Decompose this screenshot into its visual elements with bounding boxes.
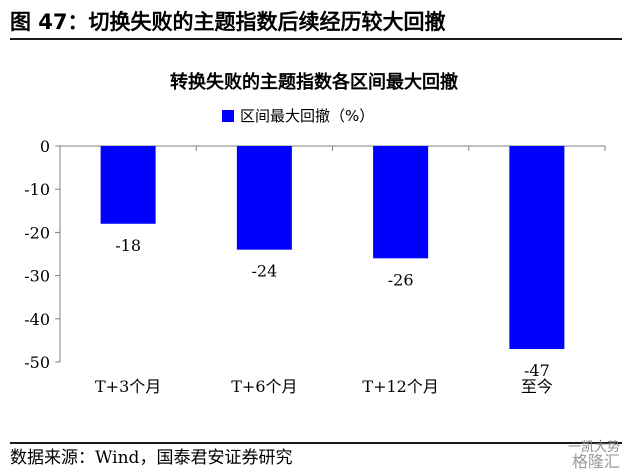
watermark: 一凯大势 格隆汇 (567, 440, 620, 471)
y-tick-label: -30 (24, 267, 50, 286)
y-tick-label: -50 (24, 353, 50, 372)
figure-caption: 图 47：切换失败的主题指数后续经历较大回撤 (10, 6, 622, 40)
y-tick-label: -20 (24, 223, 50, 242)
bar (373, 146, 429, 259)
watermark-top-text: 一凯大势 (567, 440, 620, 455)
bar-data-label: -47 (524, 361, 550, 380)
bar (236, 146, 292, 250)
bar-data-label: -26 (388, 270, 414, 289)
y-tick-label: -40 (24, 310, 50, 329)
chart-title: 转换失败的主题指数各区间最大回撤 (170, 71, 458, 93)
bar (509, 146, 565, 350)
legend-label: 区间最大回撤（%） (240, 107, 374, 125)
bar-data-label: -24 (251, 262, 277, 281)
y-tick-label: 0 (40, 137, 50, 156)
source-note: 数据来源：Wind，国泰君安证券研究 (10, 442, 622, 472)
bar (100, 146, 156, 224)
y-tick-label: -10 (24, 180, 50, 199)
watermark-brand: 格隆汇 (571, 452, 620, 471)
bar-data-label: -18 (115, 236, 141, 255)
x-tick-label: T+12个月 (362, 377, 438, 396)
legend-swatch (222, 110, 234, 122)
x-tick-label: T+3个月 (95, 377, 161, 396)
chart-data-labels: -18 -24 -26 -47 (115, 236, 550, 380)
x-tick-label: T+6个月 (231, 377, 297, 396)
chart-bars (100, 146, 565, 350)
chart-legend: 区间最大回撤（%） (222, 107, 374, 125)
x-tick-label: 至今 (521, 377, 553, 396)
